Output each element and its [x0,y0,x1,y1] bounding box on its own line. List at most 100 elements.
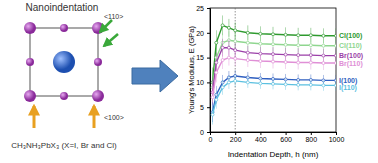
legend-entry: I(110) [339,84,357,92]
data-point [215,98,218,101]
tick-mark [336,132,337,135]
series [211,70,336,122]
y-axis: 0510152025 [196,5,210,136]
tick-mark [207,107,210,108]
tick-label: 20 [196,30,204,37]
error-bar [222,51,223,69]
error-bar [235,51,236,66]
flow-arrow [132,60,178,92]
error-bar [216,63,217,83]
data-point [221,86,224,89]
tick: 400 [255,132,267,143]
tick-mark [260,132,261,135]
tick: 25 [196,5,210,12]
tick: 10 [196,79,210,86]
corner-atom [92,90,104,102]
series-line [213,81,336,115]
data-point [227,81,230,84]
tick-mark [207,8,210,9]
error-bar [323,56,324,70]
tick-label: 15 [196,54,204,61]
data-point [322,44,325,47]
data-point [272,82,275,85]
data-point [221,59,224,62]
tick: 15 [196,54,210,61]
tick-mark [311,132,312,135]
data-point [272,33,275,36]
data-point [335,34,337,37]
figure: Nanoindentation<110><100>CH₃NH₃PbX₃ (X=I… [0,0,378,163]
error-bar [260,54,261,68]
tick-label: 25 [196,5,204,12]
data-point [297,83,300,86]
data-point [215,71,218,74]
data-point [227,26,230,29]
data-point [284,33,287,36]
data-point [335,62,337,65]
x-axis-title: Indentation Depth, h (nm) [228,150,319,159]
corner-atom [60,24,68,32]
error-bar [228,50,229,66]
series-line [213,25,336,82]
tick-label: 10 [196,79,204,86]
data-point [284,43,287,46]
data-point [234,57,237,60]
plot-frame [210,8,336,132]
error-bar [222,15,223,35]
tick-label: 200 [230,136,242,143]
tick-mark [235,132,236,135]
error-bar [323,80,324,91]
corner-atom [94,58,102,66]
data-point [297,61,300,64]
data-point [246,81,249,84]
center-atom [53,51,75,73]
data-point [309,34,312,37]
data-point [322,84,325,87]
data-point [335,44,337,47]
arrow-100 [93,106,96,128]
data-point [246,41,249,44]
tick-mark [207,82,210,83]
tick-mark [207,58,210,59]
error-bar [336,80,337,91]
reference-line [235,8,236,132]
plot-area [211,8,336,132]
error-bar [222,80,223,95]
tick-mark [286,132,287,135]
error-bar [298,79,299,90]
y-axis-title: Young's Modulus, E (GPa) [187,26,196,114]
tick-mark [207,33,210,34]
tick: 5 [200,104,210,111]
error-bar [260,78,261,89]
direction-label: <100> [104,114,124,121]
tick: 0 [209,132,213,143]
data-point [335,84,337,87]
data-point [272,60,275,63]
direction-label: <110> [104,13,123,20]
legend-entry: Cl(110) [339,42,362,50]
data-point [234,40,237,43]
error-bar [298,56,299,70]
data-point [259,42,262,45]
corner-atom [24,90,36,102]
tick-mark [207,132,210,133]
corner-atom [92,22,104,34]
error-bar [310,56,311,70]
series [211,39,336,105]
tick: 200 [230,132,242,143]
axis-line [211,133,337,136]
corner-atom [60,92,68,100]
legend-entry: Br(110) [339,60,363,68]
error-bar [273,55,274,69]
error-bar [228,76,229,89]
data-point [309,83,312,86]
data-point [284,61,287,64]
data-point [221,24,224,27]
tick-label: 400 [255,136,267,143]
data-point [259,60,262,63]
data-point [284,83,287,86]
series [211,75,336,125]
corner-atom [26,58,34,66]
data-point [227,56,230,59]
data-point [259,82,262,85]
